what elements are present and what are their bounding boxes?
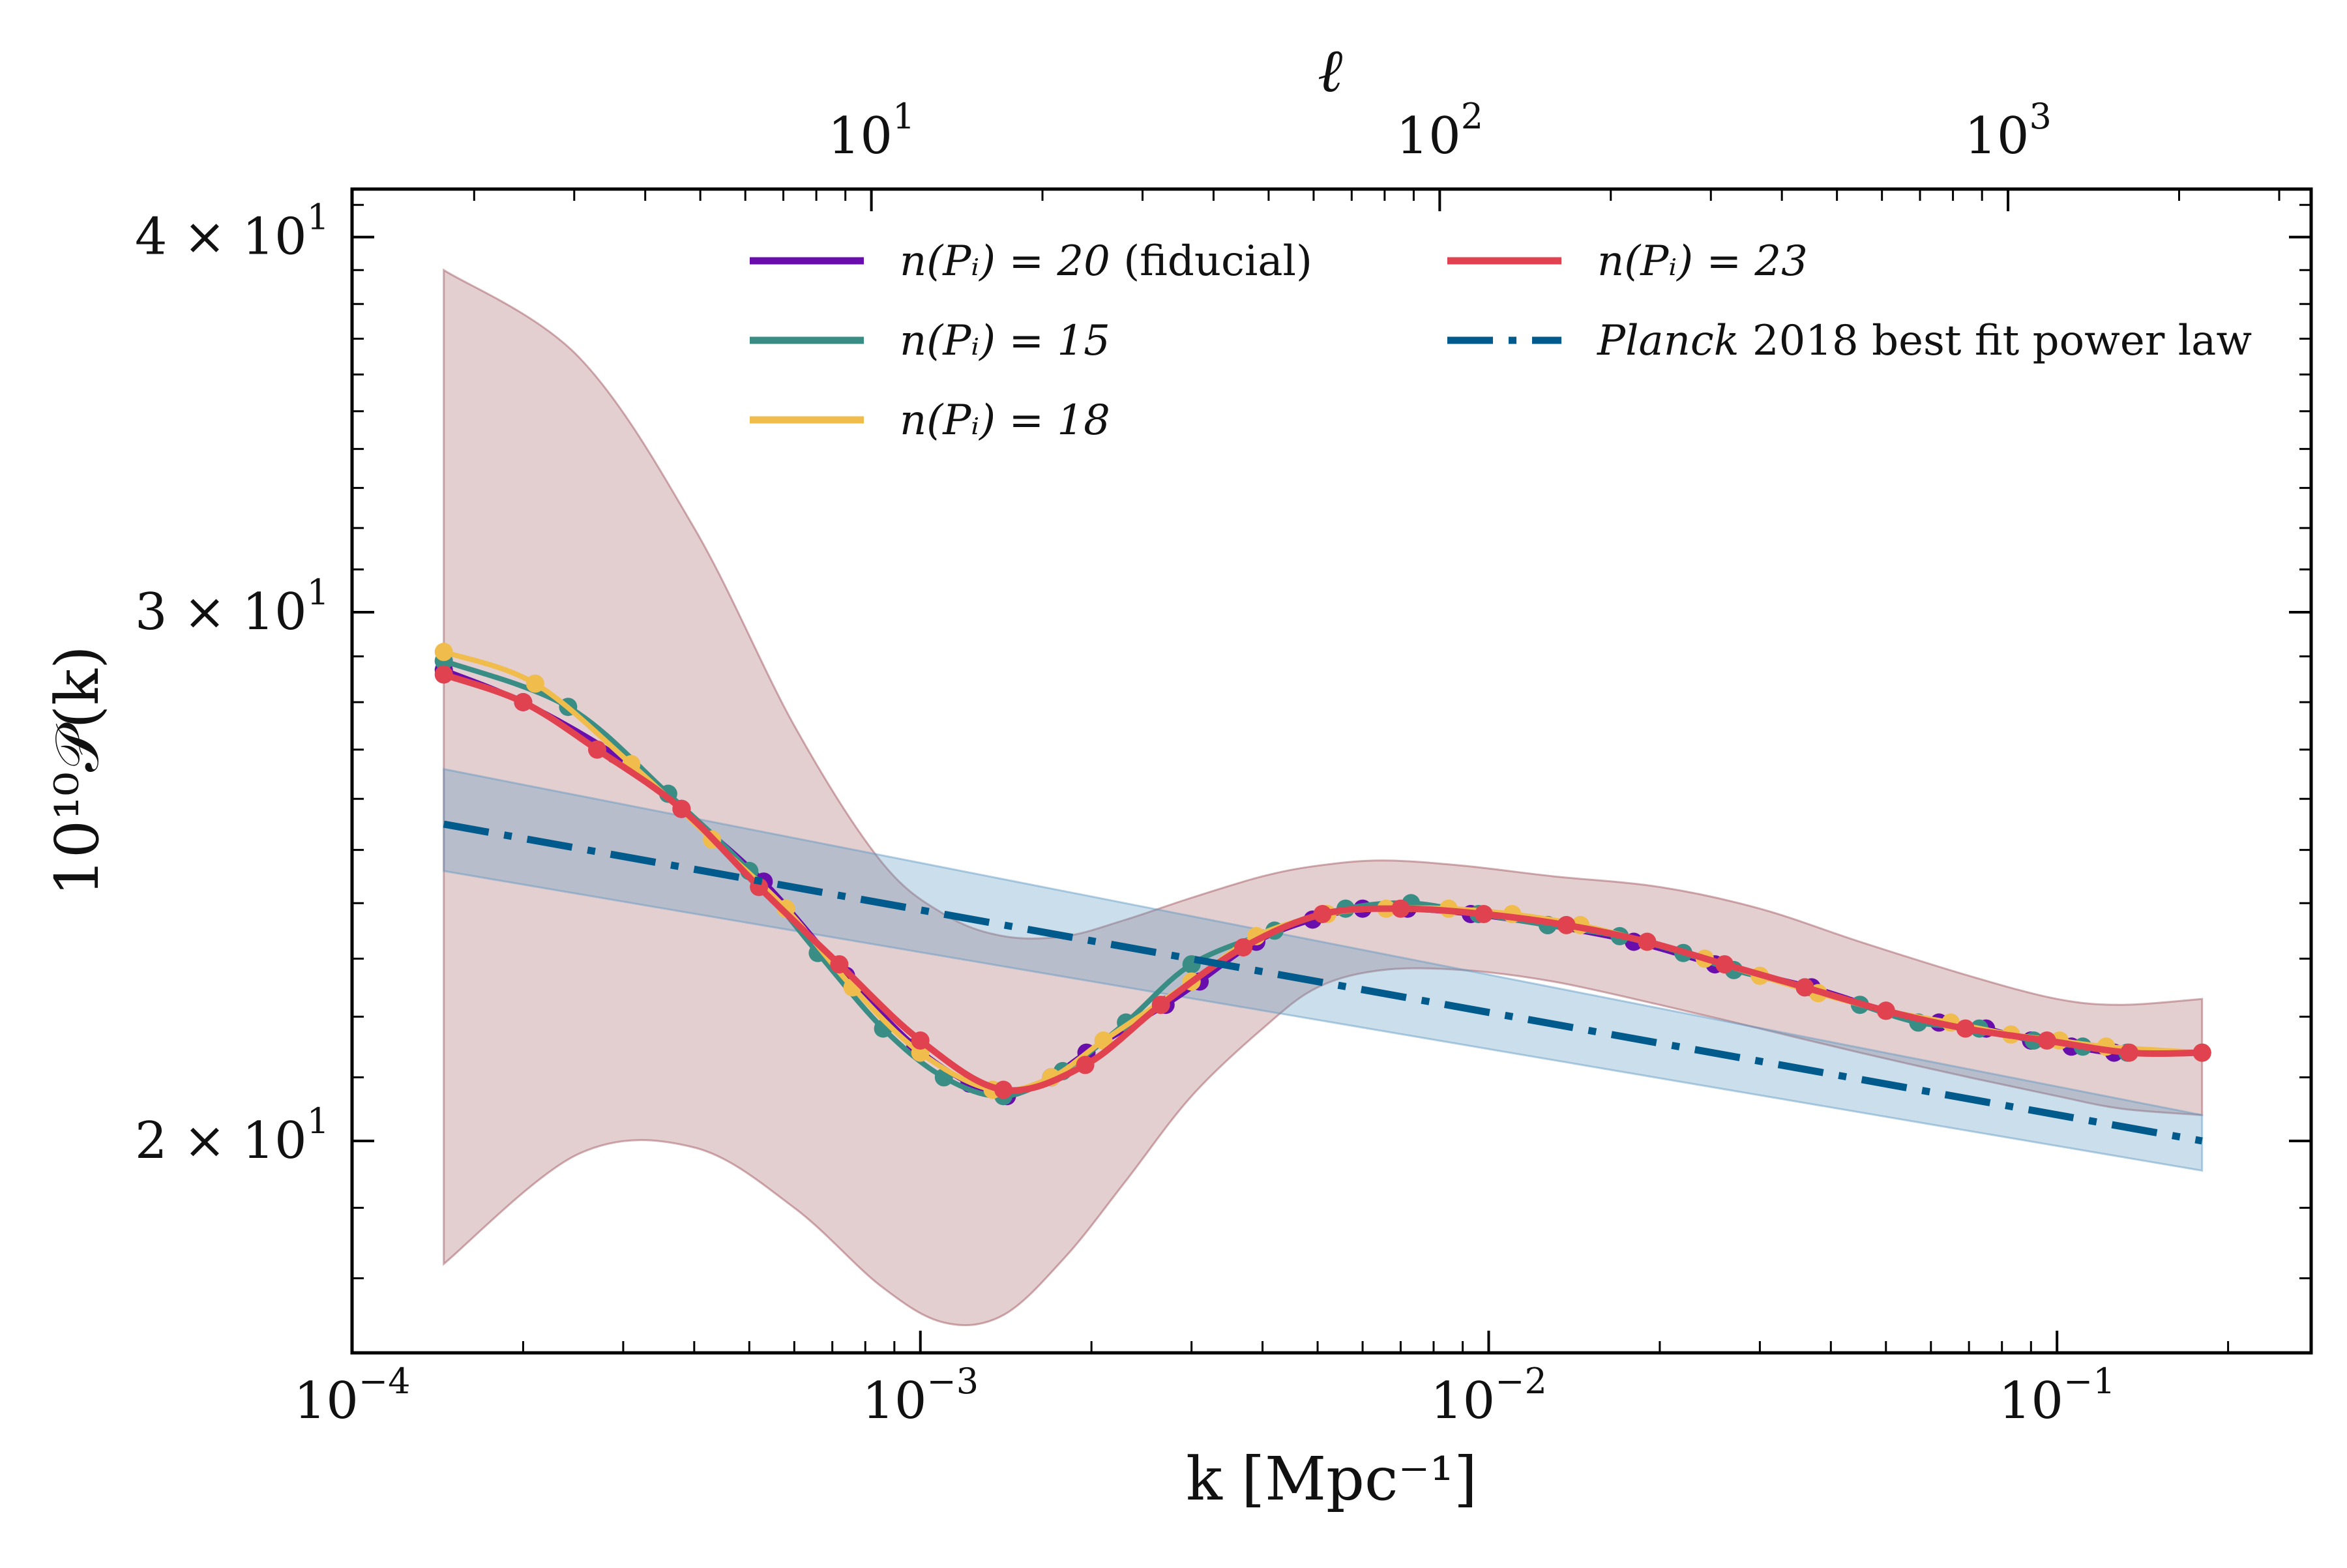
series-planck-line xyxy=(443,820,2203,1145)
x-tick-label: 10−2 xyxy=(1430,1361,1547,1430)
plot-frame xyxy=(350,187,2313,1355)
series-twentythree-point-0 xyxy=(434,665,453,684)
series-twentythree-point-5 xyxy=(830,955,849,974)
legend: n(Pᵢ) = 20 (fiducial) n(Pᵢ) = 15 n(Pᵢ) = 1… xyxy=(750,237,2252,445)
x-axis-title: k [Mpc⁻¹] xyxy=(1186,1444,1477,1514)
top-tick-label: 102 xyxy=(1396,96,1484,166)
series-twentythree-point-22 xyxy=(2192,1043,2211,1062)
x-tick-label: 10−3 xyxy=(862,1361,979,1430)
top-axis-title: ℓ xyxy=(1318,36,1342,106)
bands-layer xyxy=(443,268,2204,1327)
top-tick-label: 101 xyxy=(828,96,915,166)
legend-label-fiducial: n(Pᵢ) = 20 (fiducial) xyxy=(900,237,1312,286)
x-tick-label: 10−1 xyxy=(1999,1361,2116,1430)
series-eighteen-point-9 xyxy=(1094,1031,1113,1050)
series-twentythree-point-12 xyxy=(1391,899,1410,918)
series-twentythree-point-10 xyxy=(1234,938,1253,957)
series-twentythree-point-20 xyxy=(2037,1031,2056,1050)
series-twentythree-point-1 xyxy=(514,693,533,711)
top-tick-label: 103 xyxy=(1964,96,2052,166)
series-eighteen-point-1 xyxy=(525,674,544,693)
series-twentythree-point-7 xyxy=(994,1080,1013,1099)
reconstruction-band xyxy=(443,268,2204,1327)
series-eighteen-point-0 xyxy=(434,642,453,661)
series-twentythree-point-2 xyxy=(588,740,606,759)
axes-layer: 10−4 10−3 10−2 10−1 101 102 103 2 × 101 3 × 101 4… xyxy=(42,36,2313,1514)
series-twentythree-point-16 xyxy=(1715,955,1734,974)
series-twentythree-point-9 xyxy=(1151,996,1170,1014)
series-twentythree-point-8 xyxy=(1076,1056,1095,1074)
series-twentythree-point-6 xyxy=(911,1031,930,1050)
series-twentythree-point-19 xyxy=(1956,1019,1975,1038)
legend-label-twentythree: n(Pᵢ) = 23 xyxy=(1597,237,1808,286)
legend-label-planck: Planck 2018 best fit power law xyxy=(1597,317,2252,365)
series-twentythree-point-21 xyxy=(2120,1043,2138,1062)
legend-label-fifteen: n(Pᵢ) = 15 xyxy=(900,317,1110,365)
series-twentythree-point-11 xyxy=(1313,905,1332,923)
series-twentythree-point-15 xyxy=(1638,932,1657,951)
series-twentythree-point-3 xyxy=(672,799,691,818)
series-twentythree-point-13 xyxy=(1474,905,1493,923)
y-axis-title: 10¹⁰𝒫(k) xyxy=(42,645,112,896)
series-twentythree-point-17 xyxy=(1795,978,1814,997)
series-twentythree-point-18 xyxy=(1876,1001,1895,1020)
planck-band xyxy=(443,767,2204,1172)
y-tick-label: 4 × 101 xyxy=(135,197,329,267)
legend-label-eighteen: n(Pᵢ) = 18 xyxy=(900,396,1110,445)
y-tick-label: 3 × 101 xyxy=(135,572,329,642)
y-tick-label: 2 × 101 xyxy=(135,1101,329,1170)
x-tick-label: 10−4 xyxy=(294,1361,411,1430)
series-twentythree-point-14 xyxy=(1557,915,1576,934)
lines-layer xyxy=(434,642,2211,1145)
